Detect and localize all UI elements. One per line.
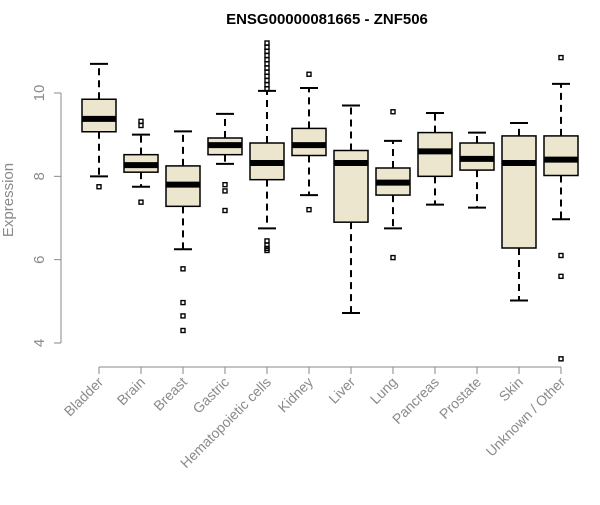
outlier-point <box>222 188 228 194</box>
box-body <box>81 98 117 133</box>
outlier-point <box>306 206 312 213</box>
outlier-point <box>264 77 270 84</box>
x-category-label: Bladder <box>61 374 107 420</box>
outlier-point <box>138 118 144 125</box>
outlier-point <box>264 247 270 254</box>
outlier-point <box>138 199 144 205</box>
outlier-point <box>264 69 270 75</box>
outlier-point <box>96 184 102 190</box>
outlier-point <box>264 56 270 63</box>
outlier-point <box>558 273 564 280</box>
y-tick-label: 4 <box>31 339 48 347</box>
y-tick-label: 8 <box>31 172 48 180</box>
chart-title: ENSG00000081665 - ZNF506 <box>226 11 428 28</box>
outlier-point <box>390 109 396 115</box>
box-group <box>375 109 411 261</box>
x-category-label: Lung <box>367 374 400 407</box>
box-body <box>501 135 537 249</box>
outlier-point <box>264 61 270 67</box>
box-group <box>291 71 327 213</box>
outlier-point <box>264 86 270 92</box>
x-category-label: Kidney <box>275 374 317 416</box>
outlier-point <box>264 65 270 71</box>
box-body <box>543 135 579 177</box>
box-group <box>81 62 117 190</box>
outlier-point <box>264 40 270 46</box>
outlier-point <box>138 122 144 129</box>
x-category-label: Pancreas <box>389 374 442 427</box>
box-group <box>333 104 369 314</box>
outlier-point <box>264 73 270 80</box>
x-category-label: Breast <box>150 374 190 414</box>
box-group <box>123 118 159 205</box>
outlier-point <box>558 356 564 362</box>
x-category-label: Skin <box>496 374 527 405</box>
outlier-point <box>180 313 186 319</box>
boxes-layer <box>81 40 579 362</box>
outlier-point <box>180 266 186 272</box>
x-category-label: Brain <box>114 374 148 408</box>
outlier-point <box>264 52 270 59</box>
box-group <box>165 130 201 334</box>
box-body <box>291 127 327 157</box>
x-category-label: Unknown / Other <box>483 374 569 460</box>
outlier-point <box>264 81 270 88</box>
box-group <box>459 131 495 209</box>
outlier-point <box>222 181 228 188</box>
outlier-point <box>558 54 564 61</box>
box-group <box>543 54 579 362</box>
box-group <box>417 112 453 206</box>
x-category-label: Liver <box>325 374 358 407</box>
outlier-point <box>180 327 186 334</box>
y-axis: 4 6 8 10 <box>31 85 62 347</box>
box-group <box>207 112 243 214</box>
outlier-point <box>180 299 186 306</box>
y-tick-label: 10 <box>31 85 48 102</box>
box-body <box>417 131 453 178</box>
outlier-point <box>558 252 564 259</box>
y-tick-label: 6 <box>31 255 48 263</box>
box-group <box>249 40 285 254</box>
box-group <box>501 122 537 302</box>
outlier-point <box>222 207 228 214</box>
x-category-label: Prostate <box>436 374 484 422</box>
outlier-point <box>264 238 270 244</box>
outlier-point <box>390 254 396 261</box>
outlier-point <box>264 48 270 55</box>
outlier-point <box>306 71 312 77</box>
outlier-point <box>264 44 270 50</box>
y-axis-label: Expression <box>0 163 17 237</box>
